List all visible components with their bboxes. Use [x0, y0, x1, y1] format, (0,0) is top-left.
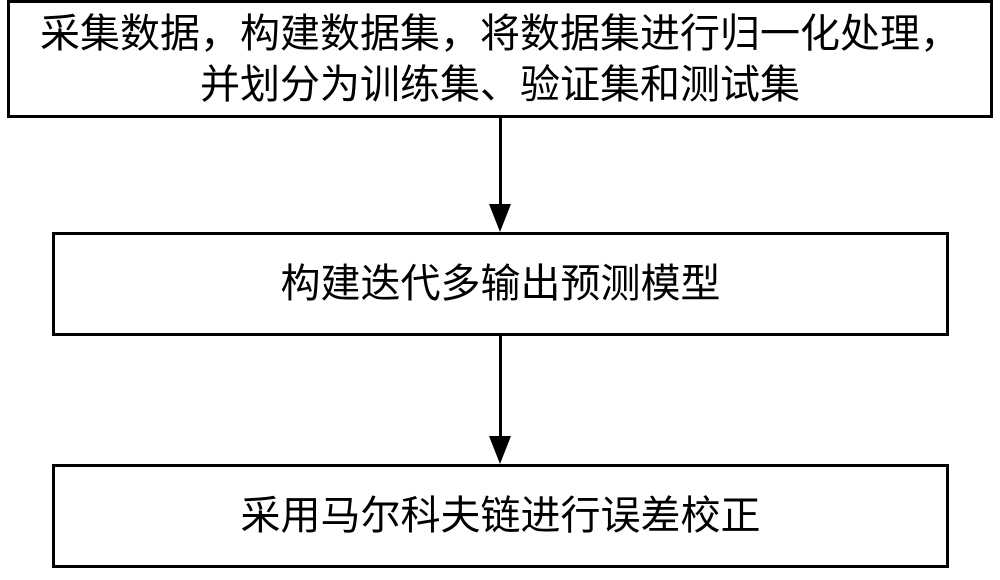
flow-box-step3: 采用马尔科夫链进行误差校正 — [52, 464, 949, 568]
arrow-step2-to-step3-head — [489, 436, 511, 464]
flow-box-step2: 构建迭代多输出预测模型 — [52, 232, 949, 336]
arrow-step1-to-step2-head — [489, 204, 511, 232]
flowchart-canvas: 采集数据，构建数据集，将数据集进行归一化处理，并划分为训练集、验证集和测试集 构… — [0, 0, 1000, 580]
flow-box-step1: 采集数据，构建数据集，将数据集进行归一化处理，并划分为训练集、验证集和测试集 — [7, 0, 993, 118]
arrow-step2-to-step3-shaft — [499, 336, 502, 436]
arrow-step1-to-step2-shaft — [499, 118, 502, 204]
